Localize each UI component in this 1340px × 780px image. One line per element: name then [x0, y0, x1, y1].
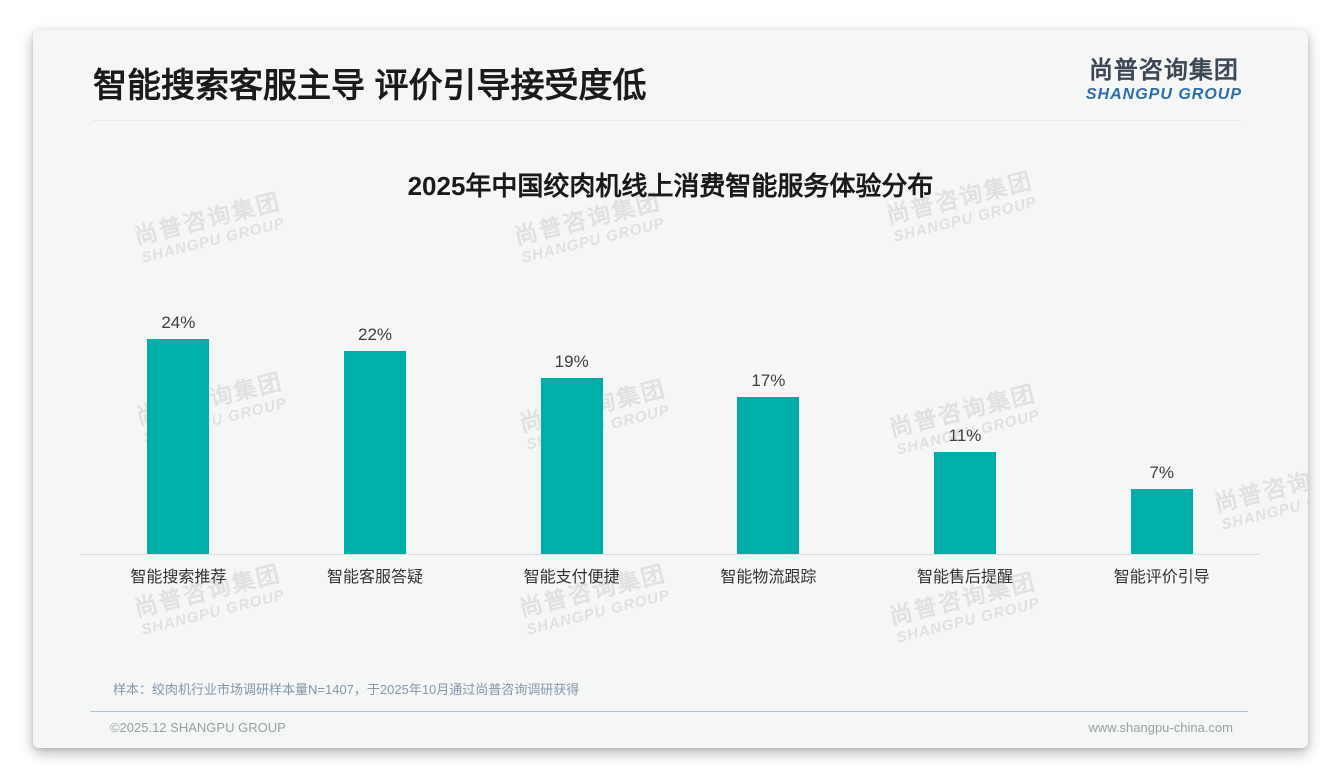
company-logo: 尚普咨询集团 SHANGPU GROUP — [1086, 56, 1242, 104]
sample-note: 样本：绞肉机行业市场调研样本量N=1407，于2025年10月通过尚普咨询调研获… — [113, 682, 580, 697]
bar-value-label: 24% — [161, 313, 196, 332]
categories-row: 智能搜索推荐 智能客服答疑 智能支付便捷 智能物流跟踪 智能售后提醒 智能评价引导 — [80, 568, 1260, 588]
chart-title: 2025年中国绞肉机线上消费智能服务体验分布 — [407, 171, 934, 201]
watermark-en-text: SHANGPU GROUP — [524, 586, 672, 639]
category-label: 智能物流跟踪 — [720, 569, 817, 586]
bar-value-label: 17% — [751, 370, 786, 390]
bar — [1130, 489, 1193, 554]
bar-slot: 22% — [277, 314, 474, 554]
category-label: 智能售后提醒 — [917, 569, 1014, 586]
footer-copyright: ©2025.12 SHANGPU GROUP — [110, 720, 286, 735]
bar — [344, 350, 406, 554]
bar-value-label: 22% — [357, 324, 393, 344]
page-title: 智能搜索客服主导 评价引导接受度低 — [93, 67, 647, 105]
footer-divider — [90, 711, 1248, 712]
bar-slot: 24% — [80, 314, 277, 554]
bar-slot: 7% — [1063, 314, 1260, 554]
category-label: 智能客服答疑 — [327, 569, 424, 586]
watermark-en-text: SHANGPU GROUP — [139, 586, 287, 639]
slide-card: 尚普咨询集团 SHANGPU GROUP 尚普咨询集团 SHANGPU GROUP 尚普… — [33, 30, 1308, 748]
bar-value-label: 11% — [948, 426, 982, 446]
bar-slot: 17% — [670, 314, 867, 554]
header-divider — [93, 120, 1242, 121]
footer-website: www.shangpu-china.com — [1088, 720, 1233, 735]
bar-slot: 19% — [473, 314, 670, 554]
bar — [934, 452, 997, 554]
category-label: 智能搜索推荐 — [130, 569, 227, 586]
watermark-en-text: SHANGPU GROUP — [894, 594, 1042, 647]
bars-row: 24% 22% 19% 17% 11% 7% — [80, 314, 1260, 554]
bar — [540, 378, 603, 554]
bar-slot: 11% — [867, 314, 1064, 554]
watermark-en-text: SHANGPU GROUP — [139, 214, 287, 267]
watermark-en-text: SHANGPU GROUP — [519, 214, 667, 267]
bar — [737, 396, 800, 554]
category-label: 智能支付便捷 — [523, 569, 620, 586]
bar-value-label: 7% — [1149, 463, 1174, 483]
bar-value-label: 19% — [554, 352, 589, 372]
bar — [147, 339, 210, 554]
x-axis-line — [80, 554, 1260, 555]
category-label: 智能评价引导 — [1113, 569, 1210, 586]
logo-cn-text: 尚普咨询集团 — [1088, 57, 1239, 84]
logo-en-text: SHANGPU GROUP — [1085, 86, 1242, 103]
